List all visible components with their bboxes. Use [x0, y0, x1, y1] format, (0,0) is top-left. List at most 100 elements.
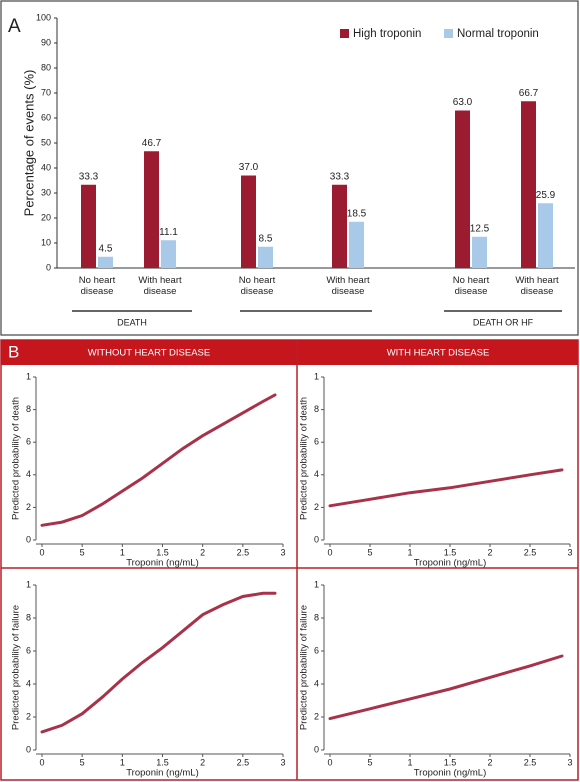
x-tick-label: No heart disease — [78, 275, 116, 297]
y-axis-label: Predicted probability of failure — [11, 605, 22, 730]
y-axis-label: Predicted probability of death — [299, 397, 310, 520]
y-tick-label: 6 — [26, 437, 31, 447]
y-tick-label: 0 — [26, 744, 31, 754]
x-tick-label: 5 — [367, 547, 372, 557]
y-tick-label: 4 — [314, 469, 319, 479]
value-label: 33.3 — [79, 171, 99, 182]
y-tick-label: 4 — [26, 678, 31, 688]
bar — [98, 256, 113, 268]
group-label: DEATH — [117, 317, 147, 327]
bar — [472, 236, 487, 268]
value-label: 12.5 — [470, 223, 490, 234]
legend-label: Normal troponin — [457, 28, 539, 40]
y-tick-label: 8 — [314, 612, 319, 622]
x-axis-label: Troponin (ng/mL) — [414, 558, 487, 569]
column-header: WITHOUT HEART DISEASE — [88, 348, 210, 359]
y-tick-label: 2 — [26, 502, 31, 512]
bar — [332, 184, 347, 268]
value-label: 46.7 — [142, 138, 162, 149]
y-tick-label: 50 — [41, 137, 51, 147]
x-tick-label: 2 — [487, 547, 492, 557]
x-tick-label: 2.5 — [237, 547, 250, 557]
y-tick-label: 2 — [314, 711, 319, 721]
bar — [144, 151, 159, 268]
y-tick-label: 1 — [26, 371, 31, 381]
y-axis-label: Predicted probability of death — [11, 397, 22, 520]
x-tick-label: 1 — [120, 757, 125, 767]
x-tick-label: 5 — [80, 547, 85, 557]
legend-swatch — [444, 29, 453, 38]
x-tick-label: 1.5 — [444, 547, 457, 557]
x-tick-label: 3 — [567, 547, 572, 557]
x-tick-label: 0 — [39, 757, 44, 767]
x-tick-label: 0 — [327, 547, 332, 557]
y-tick-label: 90 — [41, 37, 51, 47]
value-label: 4.5 — [99, 243, 113, 254]
x-tick-label: 5 — [80, 757, 85, 767]
value-label: 8.5 — [259, 233, 273, 244]
y-tick-label: 4 — [26, 469, 31, 479]
x-tick-label: 0 — [39, 547, 44, 557]
x-tick-label: 2.5 — [237, 757, 250, 767]
x-tick-label: 1.5 — [156, 757, 169, 767]
panel-b-frame — [0, 339, 579, 781]
x-tick-label: No heart disease — [452, 275, 490, 297]
y-tick-label: 6 — [314, 645, 319, 655]
y-tick-label: 0 — [314, 744, 319, 754]
x-tick-label: No heart disease — [238, 275, 276, 297]
legend-swatch — [340, 29, 349, 38]
y-axis-label: Predicted probability of failure — [299, 605, 310, 730]
y-tick-label: 10 — [41, 237, 51, 247]
y-tick-label: 0 — [26, 534, 31, 544]
x-tick-label: 1 — [407, 547, 412, 557]
value-label: 18.5 — [347, 208, 367, 219]
x-tick-label: 3 — [280, 757, 285, 767]
line — [328, 654, 564, 721]
value-label: 37.0 — [239, 162, 259, 173]
value-label: 25.9 — [536, 190, 556, 201]
group-label: DEATH OR HF — [473, 317, 534, 327]
y-tick-label: 40 — [41, 162, 51, 172]
bar — [161, 240, 176, 268]
x-axis-label: Troponin (ng/mL) — [126, 558, 199, 569]
value-label: 63.0 — [453, 97, 473, 108]
panel-b-header — [1, 340, 578, 365]
x-tick-label: 2.5 — [524, 547, 537, 557]
x-tick-label: With heart disease — [326, 275, 370, 297]
value-label: 33.3 — [330, 171, 350, 182]
bar — [258, 246, 273, 268]
y-tick-label: 2 — [26, 711, 31, 721]
panel-label: B — [8, 342, 19, 361]
column-header: WITH HEART DISEASE — [387, 348, 490, 359]
x-tick-label: With heart disease — [138, 275, 182, 297]
y-tick-label: 8 — [26, 612, 31, 622]
x-tick-label: 2.5 — [524, 757, 537, 767]
x-axis-label: Troponin (ng/mL) — [126, 768, 199, 779]
y-tick-label: 70 — [41, 87, 51, 97]
line — [328, 468, 564, 508]
value-label: 66.7 — [519, 88, 539, 99]
y-tick-label: 1 — [314, 371, 319, 381]
x-tick-label: 1 — [407, 757, 412, 767]
bar — [81, 184, 96, 268]
x-tick-label: 2 — [487, 757, 492, 767]
y-tick-label: 1 — [26, 579, 31, 589]
legend-label: High troponin — [353, 28, 421, 40]
y-tick-label: 6 — [314, 437, 319, 447]
bar — [455, 110, 470, 268]
y-tick-label: 80 — [41, 62, 51, 72]
panel-label: A — [8, 16, 21, 37]
x-tick-label: With heart disease — [515, 275, 559, 297]
x-tick-label: 3 — [567, 757, 572, 767]
line — [40, 591, 277, 734]
y-tick-label: 60 — [41, 112, 51, 122]
y-tick-label: 8 — [26, 404, 31, 414]
y-tick-label: 0 — [46, 262, 51, 272]
bar — [521, 101, 536, 268]
x-axis-label: Troponin (ng/mL) — [414, 768, 487, 779]
x-tick-label: 3 — [280, 547, 285, 557]
x-tick-label: 5 — [367, 757, 372, 767]
x-tick-label: 1.5 — [156, 547, 169, 557]
